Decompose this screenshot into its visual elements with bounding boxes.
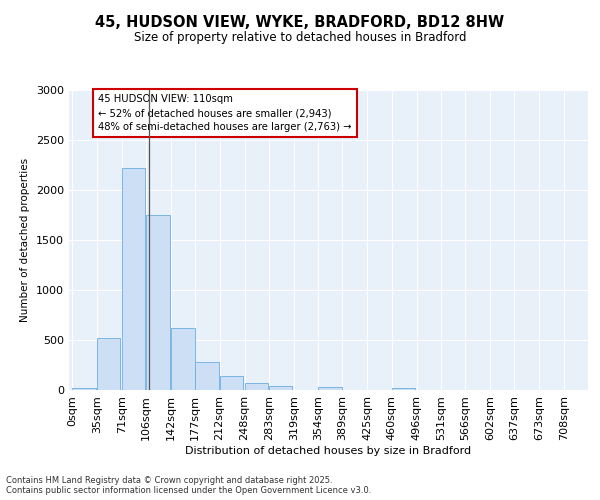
Bar xyxy=(269,386,292,390)
Bar xyxy=(171,328,194,390)
Bar xyxy=(97,338,121,390)
Y-axis label: Number of detached properties: Number of detached properties xyxy=(20,158,31,322)
X-axis label: Distribution of detached houses by size in Bradford: Distribution of detached houses by size … xyxy=(185,446,472,456)
Bar xyxy=(220,376,243,390)
Text: 45 HUDSON VIEW: 110sqm
← 52% of detached houses are smaller (2,943)
48% of semi-: 45 HUDSON VIEW: 110sqm ← 52% of detached… xyxy=(98,94,352,132)
Bar xyxy=(245,383,268,390)
Bar xyxy=(392,388,415,390)
Bar xyxy=(73,388,96,390)
Bar xyxy=(318,386,341,390)
Bar xyxy=(195,362,219,390)
Text: Size of property relative to detached houses in Bradford: Size of property relative to detached ho… xyxy=(134,31,466,44)
Bar xyxy=(146,215,170,390)
Text: Contains HM Land Registry data © Crown copyright and database right 2025.
Contai: Contains HM Land Registry data © Crown c… xyxy=(6,476,371,495)
Text: 45, HUDSON VIEW, WYKE, BRADFORD, BD12 8HW: 45, HUDSON VIEW, WYKE, BRADFORD, BD12 8H… xyxy=(95,15,505,30)
Bar xyxy=(122,168,145,390)
